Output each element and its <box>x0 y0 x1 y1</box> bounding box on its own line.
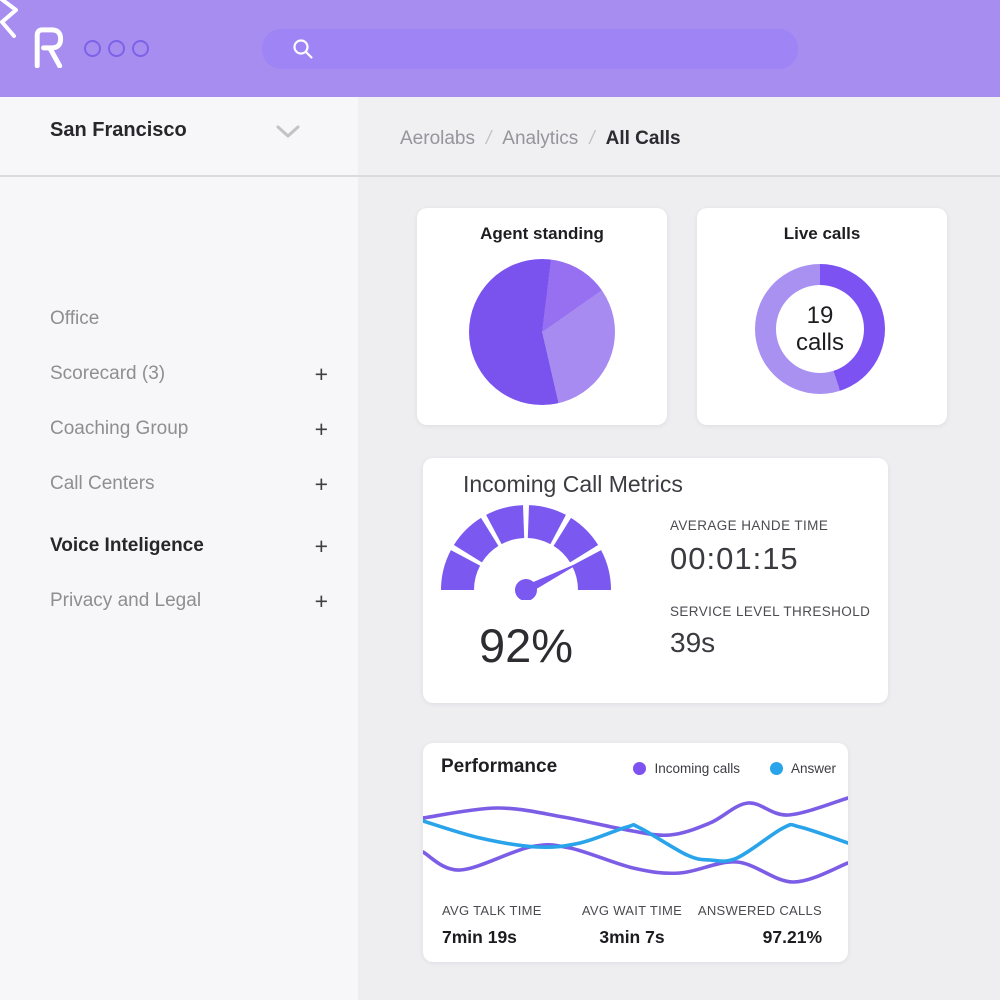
sidebar-item-coaching-group[interactable]: Coaching Group + <box>0 416 358 442</box>
stat-answered-calls: ANSWERED CALLS 97.21% <box>695 903 848 948</box>
location-label: San Francisco <box>50 119 187 141</box>
breadcrumb-separator: / <box>589 128 595 149</box>
plus-icon[interactable]: + <box>314 533 328 559</box>
chevron-down-icon <box>276 125 300 138</box>
donut-center: 19 calls <box>776 285 864 373</box>
nav-dot-2[interactable] <box>108 40 125 57</box>
sidebar-item-label: Scorecard (3) <box>50 363 166 384</box>
metric-value: 39s <box>670 627 716 658</box>
breadcrumb-item-all-calls: All Calls <box>605 128 681 149</box>
live-calls-donut-chart: 19 calls <box>755 264 885 394</box>
plus-icon[interactable]: + <box>314 588 328 614</box>
gauge-value: 92% <box>478 619 574 672</box>
sidebar-item-label: Call Centers <box>50 473 155 494</box>
sidebar-item-voice-inteligence[interactable]: Voice Inteligence + <box>0 533 358 559</box>
incoming-call-metrics-card: Incoming Call Metrics 92% AVERAGE HANDE … <box>423 458 888 703</box>
sidebar-item-label: Voice Inteligence <box>50 535 204 556</box>
sidebar-item-office[interactable]: Office <box>0 306 358 332</box>
breadcrumb-separator: / <box>486 128 492 149</box>
stat-avg-wait-time: AVG WAIT TIME 3min 7s <box>569 903 696 948</box>
metric-label: AVERAGE HANDE TIME <box>670 518 829 533</box>
agent-standing-card: Agent standing <box>417 208 667 425</box>
sidebar-item-label: Privacy and Legal <box>50 590 202 611</box>
stat-label: AVG WAIT TIME <box>581 903 683 918</box>
legend: Incoming calls Answer <box>633 761 836 776</box>
live-calls-card: Live calls 19 calls <box>697 208 947 425</box>
plus-icon[interactable]: + <box>314 416 328 442</box>
plus-icon[interactable]: + <box>314 361 328 387</box>
sidebar-item-label: Coaching Group <box>50 418 189 439</box>
search-input[interactable] <box>324 28 798 70</box>
stats-row: AVG TALK TIME 7min 19s AVG WAIT TIME 3mi… <box>423 903 848 948</box>
nav-dot-3[interactable] <box>132 40 149 57</box>
stat-avg-talk-time: AVG TALK TIME 7min 19s <box>423 903 569 948</box>
legend-dot-answer <box>769 762 783 775</box>
card-title: Agent standing <box>480 224 604 243</box>
legend-label: Incoming calls <box>654 761 740 776</box>
performance-line-chart <box>423 796 848 884</box>
metrics-column: AVERAGE HANDE TIME 00:01:15 SERVICE LEVE… <box>670 518 880 659</box>
search-bar <box>262 28 798 70</box>
stat-label: ANSWERED CALLS <box>697 903 823 918</box>
sidebar-item-scorecard[interactable]: Scorecard (3) + <box>0 361 358 387</box>
breadcrumb: Aerolabs / Analytics / All Calls <box>400 128 681 150</box>
gauge-chart <box>440 505 612 600</box>
metric-value: 00:01:15 <box>670 541 799 576</box>
sidebar-item-label: Office <box>50 308 100 329</box>
legend-label: Answer <box>790 761 836 776</box>
plus-icon[interactable]: + <box>314 471 328 497</box>
corner-mark-icon <box>0 0 18 38</box>
stat-value: 97.21% <box>762 927 823 947</box>
header-divider <box>0 175 1000 177</box>
performance-card: Performance Incoming calls Answer AVG TA… <box>423 743 848 962</box>
logo-r-icon[interactable] <box>30 26 66 68</box>
stat-label: AVG TALK TIME <box>442 903 542 918</box>
nav-dot-1[interactable] <box>84 40 101 57</box>
search-icon <box>293 39 313 59</box>
card-title: Incoming Call Metrics <box>463 471 683 497</box>
legend-dot-incoming-calls <box>633 762 647 775</box>
stat-value: 7min 19s <box>442 927 517 947</box>
header-bar <box>0 0 1000 97</box>
metric-label: SERVICE LEVEL THRESHOLD <box>670 604 871 619</box>
breadcrumb-strip <box>358 97 1000 176</box>
sidebar-item-privacy-and-legal[interactable]: Privacy and Legal + <box>0 588 358 614</box>
location-selector[interactable]: San Francisco <box>0 97 358 176</box>
donut-center-unit: calls <box>795 329 844 356</box>
stat-value: 3min 7s <box>599 927 665 947</box>
breadcrumb-item-aerolabs[interactable]: Aerolabs <box>400 128 475 149</box>
donut-center-value: 19 <box>806 302 834 329</box>
breadcrumb-item-analytics[interactable]: Analytics <box>502 128 579 149</box>
agent-standing-pie-chart <box>469 259 615 405</box>
nav-dots <box>84 40 149 57</box>
sidebar-item-call-centers[interactable]: Call Centers + <box>0 471 358 497</box>
card-title: Performance <box>441 756 558 777</box>
sidebar: San Francisco Office Scorecard (3) + Coa… <box>0 97 358 1000</box>
card-title: Live calls <box>783 224 861 243</box>
